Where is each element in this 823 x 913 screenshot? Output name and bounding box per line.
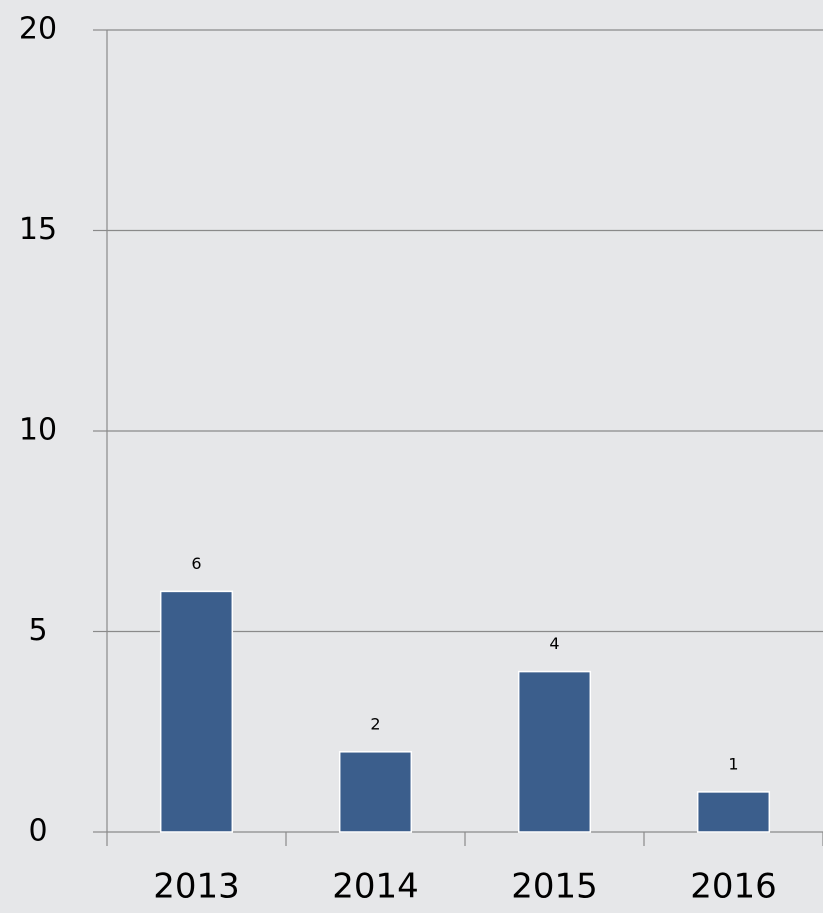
value-label: 1 <box>728 754 738 773</box>
bar <box>517 670 592 833</box>
y-tick-label: 0 <box>28 814 47 849</box>
y-tick-label: 20 <box>19 12 57 47</box>
x-tick-label: 2015 <box>511 867 598 907</box>
bar <box>159 590 234 833</box>
y-tick-label: 15 <box>19 212 57 247</box>
x-tick-label: 2016 <box>690 867 777 907</box>
bar <box>696 791 771 833</box>
x-tick-label: 2014 <box>332 867 419 907</box>
x-tick-label: 2013 <box>153 867 240 907</box>
y-tick-label: 5 <box>28 613 47 648</box>
value-label: 2 <box>370 714 380 733</box>
bar <box>338 751 413 833</box>
y-tick-label: 10 <box>19 413 57 448</box>
value-label: 4 <box>549 634 559 653</box>
value-label: 6 <box>191 554 201 573</box>
